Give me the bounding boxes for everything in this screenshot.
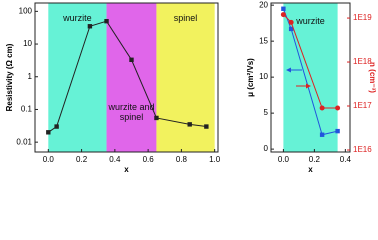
point (281, 6, 286, 11)
y2-tick-label: 1E18 (353, 57, 372, 66)
series-line (283, 14, 338, 109)
y2-tick-label: 1E16 (353, 145, 372, 154)
y2-tick-label: 1E17 (353, 101, 372, 110)
point (46, 130, 51, 135)
point (319, 105, 325, 111)
point (335, 105, 341, 111)
figure: 0.0 0.2 0.4 0.6 0.8 1.0 0.01 0.1 1 10 100 x Resistiv… (5, 0, 377, 174)
point (187, 122, 192, 127)
series-line (48, 20, 207, 133)
region (48, 3, 107, 152)
y-tick-label: 10 (259, 72, 268, 81)
y-tick-label: 20 (259, 0, 268, 9)
x-tick-label: 0.0 (43, 155, 55, 164)
y-tick-label: 10 (23, 39, 32, 48)
y-tick-label: 0 (264, 144, 269, 153)
point (104, 18, 109, 24)
region-label: wurzite and spinel (108, 102, 155, 122)
plot-frame (34, 2, 219, 153)
y-axis-title: Resistivity (Ω cm) (5, 43, 14, 111)
arrows (286, 67, 311, 89)
region-label: spinel (173, 13, 198, 23)
x-tick-label: 0.2 (76, 155, 88, 164)
chart: 0.0 0.2 0.4 0.6 0.8 1.00.010.1110100xResistiv… (5, 0, 377, 174)
x-tick-label: 0.4 (340, 155, 352, 164)
x-axis-title: x (124, 165, 129, 174)
region-label: wurzite (296, 16, 325, 26)
x-tick-label: 1.0 (209, 155, 221, 164)
point (335, 128, 340, 134)
y-axis-title: μ (cm²/Vs) (246, 58, 255, 97)
point (204, 124, 209, 129)
point (280, 12, 286, 18)
x-tick-label: 0.4 (109, 155, 121, 164)
point (288, 19, 294, 25)
x-tick-label: 0.0 (278, 155, 290, 164)
x-tick-label: 0.6 (143, 155, 155, 164)
point (129, 57, 134, 62)
region (106, 3, 157, 152)
y2-axis-title: n (cm⁻³) (368, 62, 377, 93)
y-tick-label: 5 (264, 108, 269, 117)
point (54, 124, 59, 129)
region (156, 3, 215, 152)
region-label: wurzite (63, 13, 92, 23)
y-tick-label: 1 (28, 72, 33, 81)
x-tick-label: 0.2 (309, 155, 321, 164)
point (87, 24, 93, 29)
point (154, 115, 159, 121)
y-tick-label: 15 (259, 36, 268, 45)
y2-tick-label: 1E19 (353, 13, 372, 22)
x-tick-label: 0.8 (176, 155, 188, 164)
x-axis-title: x (308, 165, 313, 174)
point (319, 132, 325, 137)
y-tick-label: 100 (19, 6, 33, 15)
y-tick-label: 0.01 (16, 137, 32, 146)
point (288, 26, 294, 32)
y-tick-label: 0.1 (21, 105, 33, 114)
